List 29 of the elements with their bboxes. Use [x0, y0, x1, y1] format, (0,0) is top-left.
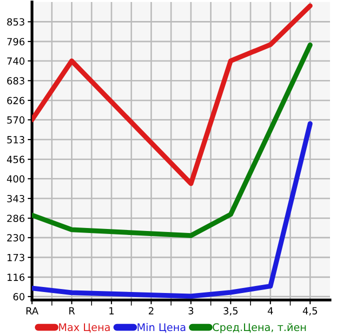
x-tick-label: 4: [268, 307, 273, 314]
y-tick-label: 60: [13, 293, 24, 300]
y-tick-label: 683: [7, 77, 24, 84]
y-tick-label: 513: [7, 136, 24, 144]
y-tick-label: 286: [7, 214, 24, 222]
line-series: [32, 3, 313, 186]
line-series: [32, 121, 313, 299]
y-tick-label: 626: [7, 96, 24, 104]
x-tick-label: RA: [26, 307, 38, 314]
line-series: [32, 42, 313, 238]
x-tick-label: 1: [109, 307, 114, 314]
legend-label: Сред.Цена, т.йен: [212, 323, 306, 334]
y-tick-label: 400: [6, 175, 24, 183]
y-tick-label: 173: [8, 254, 24, 262]
x-tick-label: R: [69, 307, 75, 314]
y-tick-label: 853: [7, 18, 24, 26]
y-tick-label: 456: [6, 156, 24, 164]
y-tick-label: 570: [7, 116, 24, 124]
x-tick-label: 3: [188, 307, 194, 314]
y-tick-label: 740: [7, 57, 24, 65]
y-tick-label: 343: [7, 194, 24, 202]
y-tick-label: 796: [7, 38, 24, 46]
y-tick-label: 116: [8, 274, 24, 281]
x-tick-label: 2: [148, 307, 154, 314]
y-tick-label: 230: [7, 234, 24, 242]
x-tick-label: 4,5: [302, 307, 318, 316]
legend-label: Max Цена: [59, 323, 110, 333]
x-tick-label: 3,5: [224, 307, 238, 316]
legend-label: Min Цена: [138, 323, 186, 333]
